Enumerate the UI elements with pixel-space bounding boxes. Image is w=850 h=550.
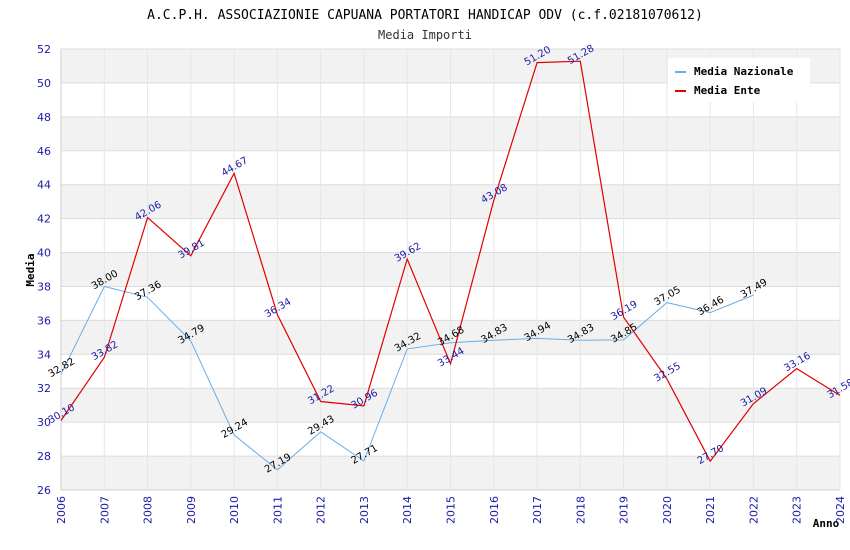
x-tick-label: 2023 (791, 496, 804, 524)
x-tick-label: 2015 (445, 496, 458, 524)
y-tick-label: 34 (37, 348, 51, 361)
y-tick-label: 38 (37, 280, 51, 293)
x-tick-label: 2019 (618, 496, 631, 524)
x-tick-label: 2013 (358, 496, 371, 524)
y-tick-label: 42 (37, 213, 51, 226)
data-label: 32.82 (47, 356, 77, 380)
y-tick-label: 44 (37, 179, 51, 192)
x-tick-label: 2008 (142, 496, 155, 524)
gridlines (60, 48, 841, 491)
data-label: 36.19 (609, 299, 639, 323)
x-tick-label: 2022 (747, 496, 760, 524)
y-tick-label: 36 (37, 314, 51, 327)
y-tick-label: 46 (37, 145, 51, 158)
x-axis-label: Anno (813, 517, 840, 530)
y-tick-label: 28 (37, 450, 51, 463)
x-tick-label: 2021 (704, 496, 717, 524)
x-tick-label: 2024 (834, 496, 847, 524)
legend-label-ente: Media Ente (694, 84, 761, 97)
chart-title: A.C.P.H. ASSOCIAZIONIE CAPUANA PORTATORI… (147, 8, 703, 23)
y-tick-label: 50 (37, 77, 51, 90)
y-axis-ticks: 26 28 30 32 34 36 38 40 42 44 46 48 50 52 (37, 43, 51, 497)
legend-label-nazionale: Media Nazionale (694, 65, 794, 78)
data-label: 36.46 (696, 294, 726, 318)
x-tick-label: 2010 (228, 496, 241, 524)
x-tick-label: 2007 (98, 496, 111, 524)
y-tick-label: 30 (37, 416, 51, 429)
y-tick-label: 32 (37, 382, 51, 395)
y-tick-label: 52 (37, 43, 51, 56)
y-tick-label: 26 (37, 484, 51, 497)
x-tick-label: 2018 (574, 496, 587, 524)
x-tick-label: 2009 (185, 496, 198, 524)
x-tick-label: 2014 (401, 496, 414, 524)
series-lines (60, 60, 841, 471)
x-tick-label: 2016 (488, 496, 501, 524)
y-axis-label: Media (24, 253, 37, 286)
series-line-0 (60, 285, 754, 471)
legend: Media Nazionale Media Ente (668, 58, 810, 102)
x-axis-ticks: 2006 2007 2008 2009 2010 2011 2012 2013 2014 2015… (55, 496, 847, 524)
chart-subtitle: Media Importi (378, 28, 472, 42)
x-tick-label: 2011 (271, 496, 284, 524)
series-line-1 (60, 60, 841, 463)
x-tick-label: 2017 (531, 496, 544, 524)
legend-box (668, 58, 810, 102)
x-tick-label: 2006 (55, 496, 68, 524)
x-tick-label: 2012 (315, 496, 328, 524)
x-tick-label: 2020 (661, 496, 674, 524)
y-tick-label: 48 (37, 111, 51, 124)
y-tick-label: 40 (37, 247, 51, 260)
